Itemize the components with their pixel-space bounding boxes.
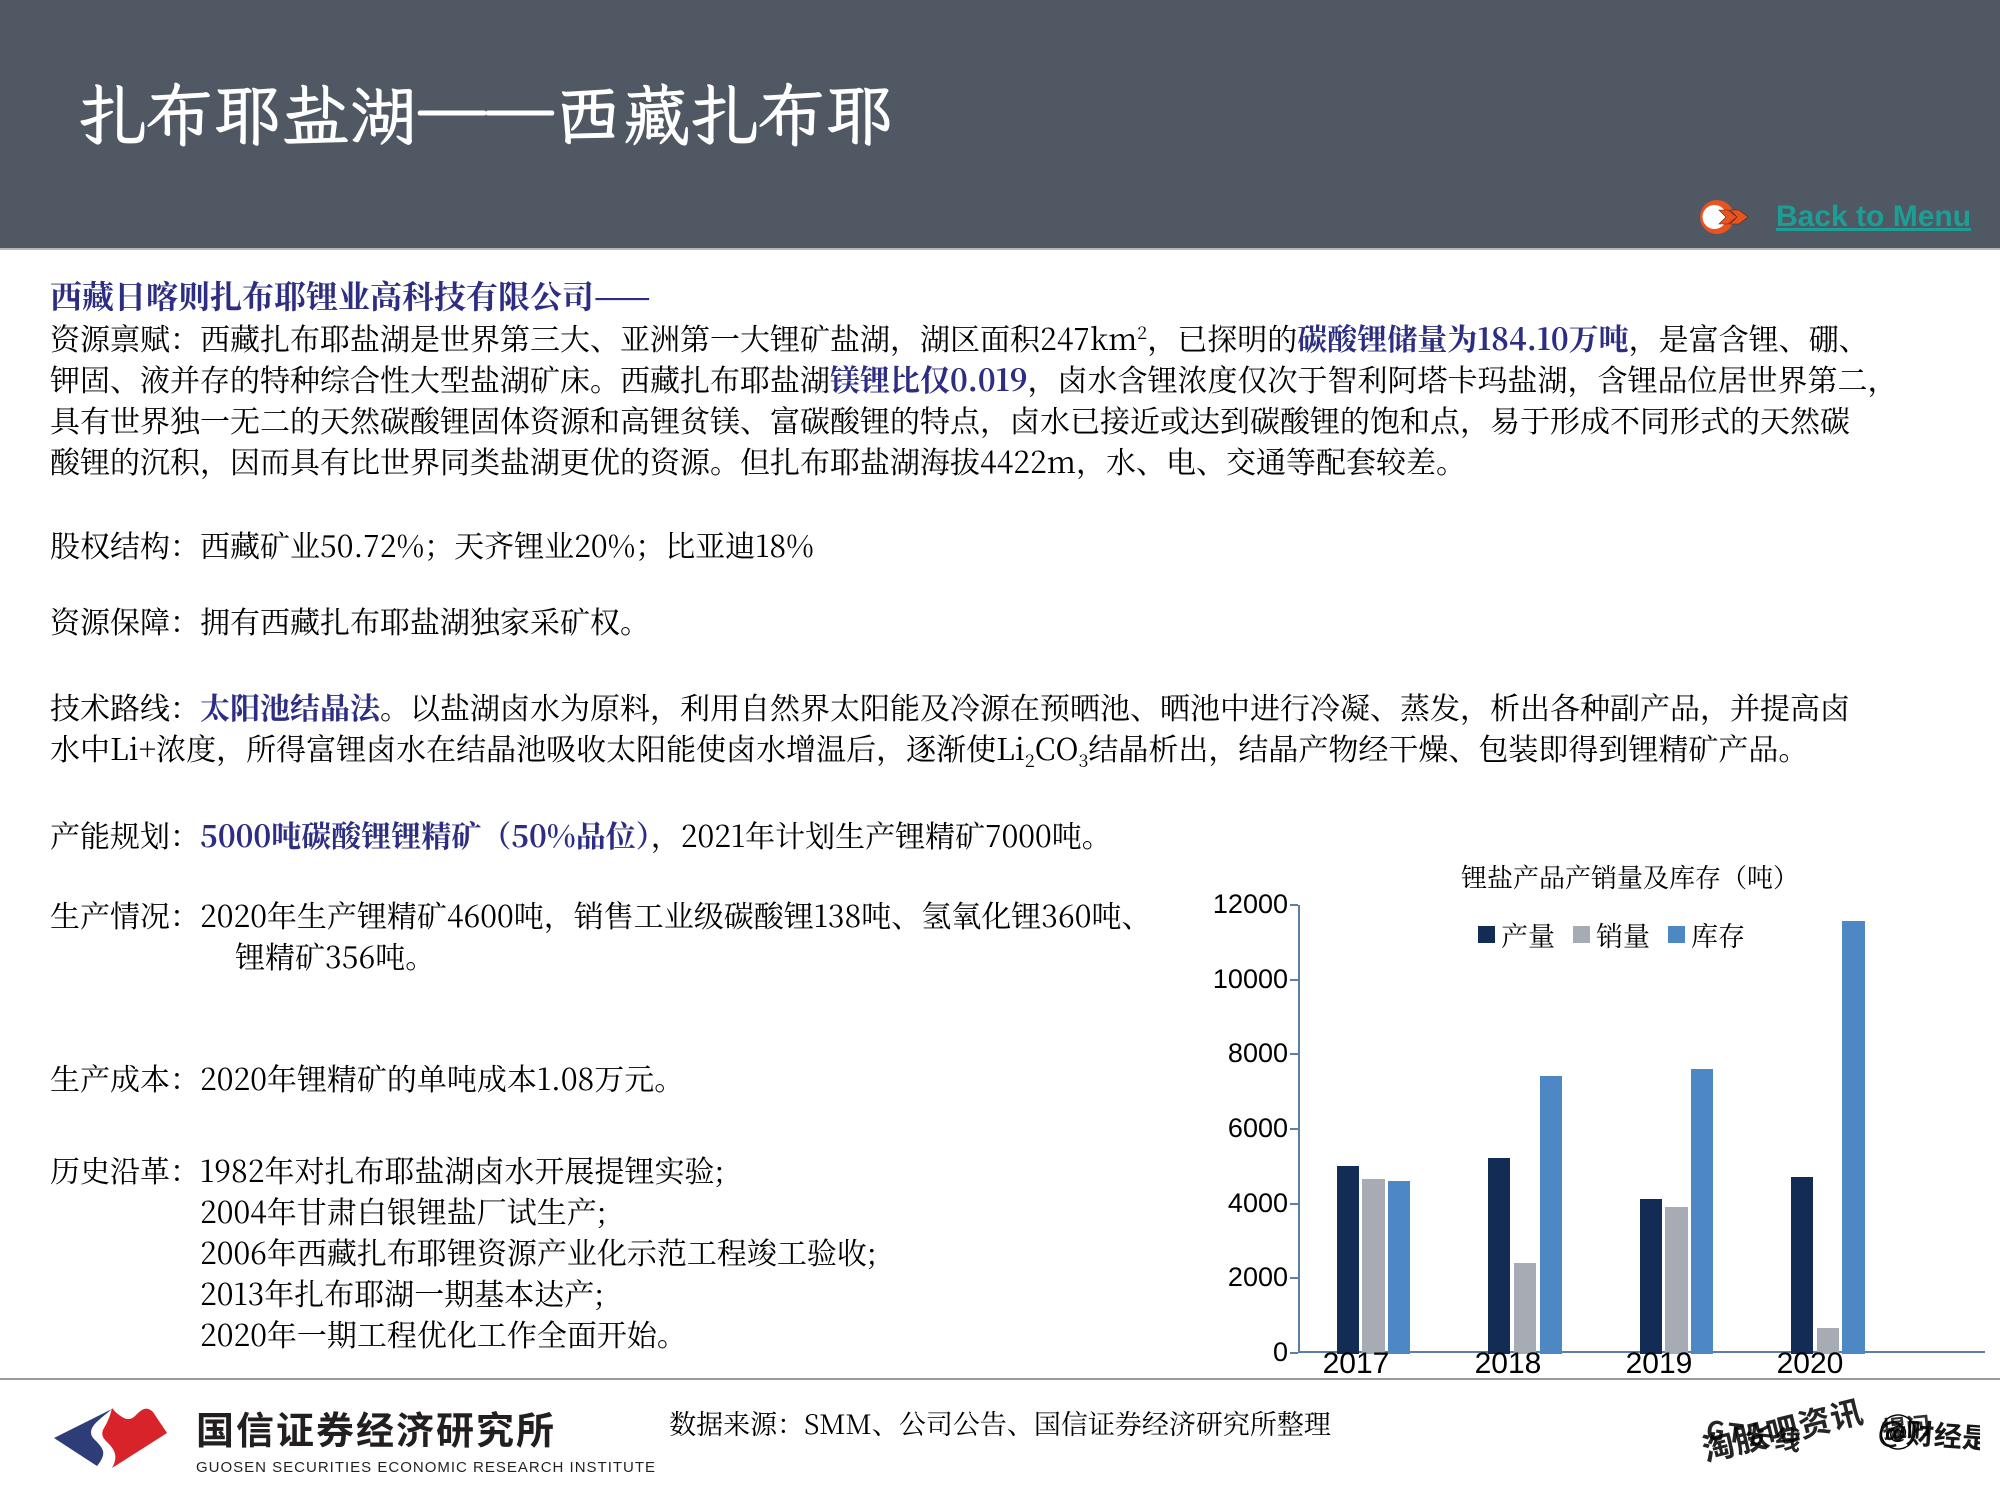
svg-text:@: @ [1888,1422,1908,1444]
